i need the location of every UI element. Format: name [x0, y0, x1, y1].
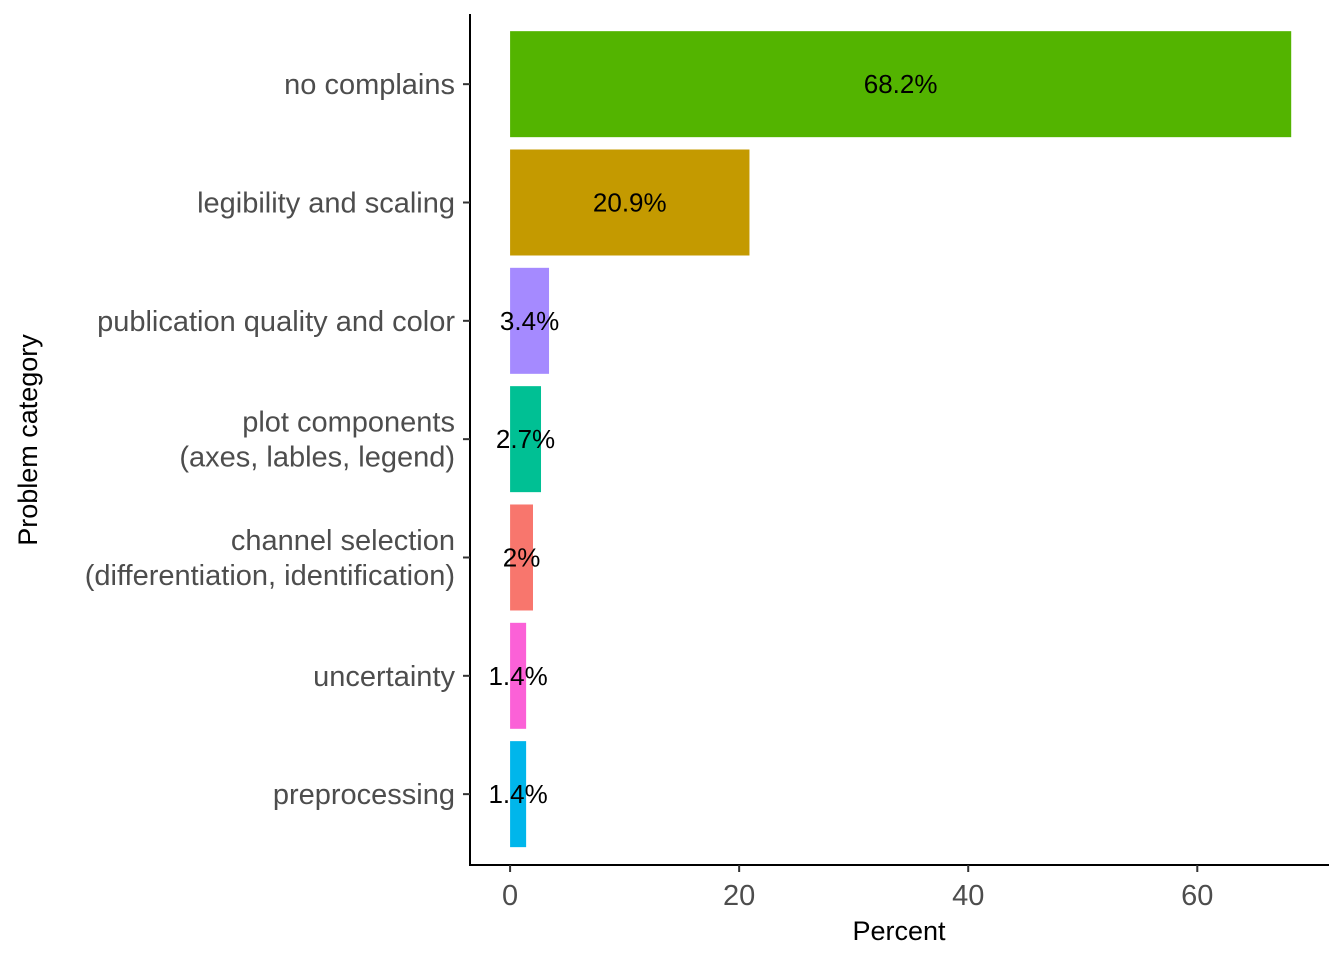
x-tick-label: 20 [723, 880, 755, 912]
x-tick-label: 0 [502, 880, 518, 912]
x-axis-title: Percent [852, 916, 946, 946]
category-label: publication quality and color [97, 306, 455, 338]
bar [510, 741, 527, 848]
data-label: 20.9% [593, 187, 667, 217]
data-label: 1.4% [488, 661, 547, 691]
x-tick-label: 40 [952, 880, 984, 912]
bar [510, 622, 527, 729]
x-axis-ticks [509, 865, 1199, 872]
category-label: channel selection (differentiation, ident… [85, 525, 455, 592]
bar [510, 149, 750, 256]
data-label: 68.2% [864, 69, 938, 99]
category-label: plot components (axes, lables, legend) [179, 407, 455, 474]
data-label: 2.7% [496, 424, 555, 454]
data-label: 1.4% [488, 779, 547, 809]
data-label: 2% [503, 542, 541, 572]
y-axis-ticks [463, 83, 470, 796]
bars-group [510, 31, 1292, 848]
category-label: legibility and scaling [197, 187, 455, 219]
x-tick-label: 60 [1181, 880, 1213, 912]
bar [510, 386, 542, 493]
x-axis-tick-labels: 0 20 40 60 [502, 880, 1213, 912]
bar [510, 267, 550, 374]
category-label: no complains [284, 69, 455, 101]
data-labels-group: 68.2% 20.9% 3.4% 2.7% 2% 1.4% 1.4% [488, 69, 937, 809]
y-axis-title: Problem category [13, 334, 43, 546]
bar [510, 31, 1292, 138]
category-label: preprocessing [273, 779, 455, 811]
y-axis-tick-labels: no complains legibility and scaling public… [85, 69, 456, 811]
category-label: uncertainty [313, 661, 455, 693]
bar [510, 504, 533, 611]
data-label: 3.4% [500, 306, 559, 336]
